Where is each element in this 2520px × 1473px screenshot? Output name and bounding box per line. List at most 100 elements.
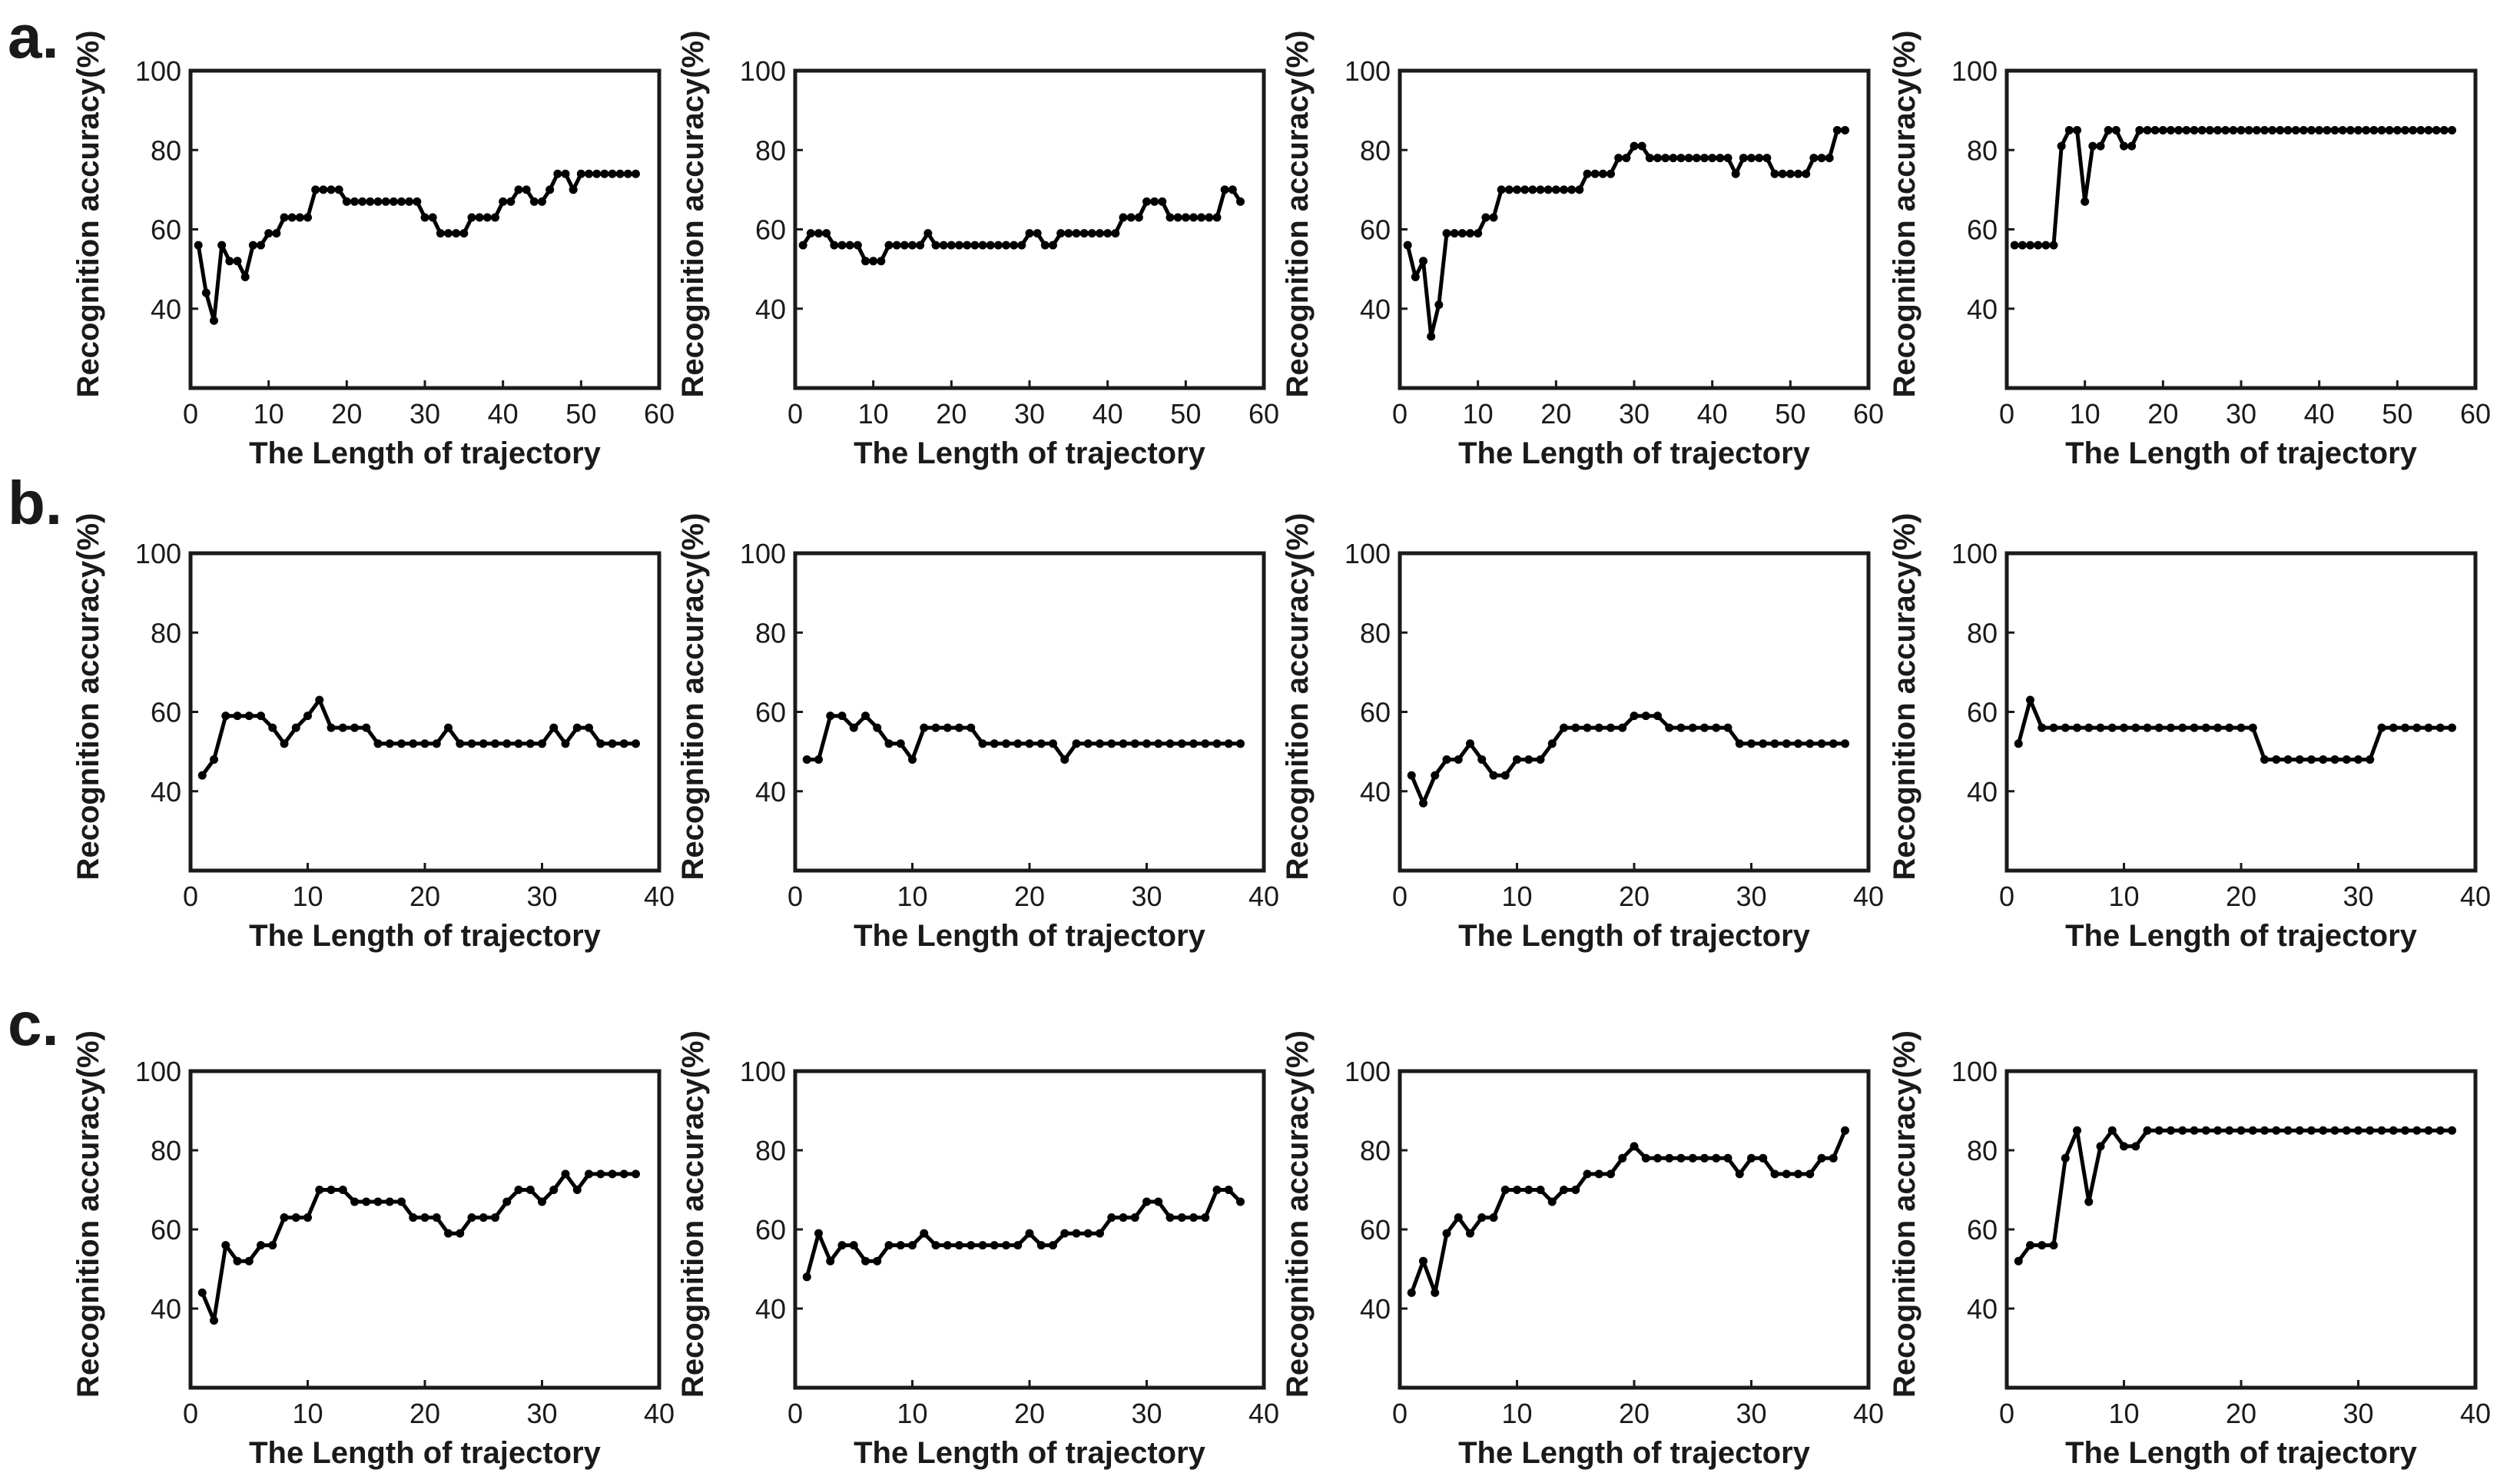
chart-b-1-data-point [479, 739, 488, 748]
chart-b-4-x-tick-label: 10 [2108, 881, 2139, 912]
chart-c-1-data-point [549, 1186, 559, 1194]
chart-b-1-data-point [420, 739, 429, 748]
chart-c-1-x-tick-label: 40 [644, 1398, 675, 1429]
chart-a-2-data-point [830, 241, 839, 250]
chart-a-1-data-point [561, 169, 570, 178]
chart-a-4-data-point [2111, 125, 2120, 134]
chart-c-2-data-point [1142, 1197, 1151, 1206]
chart-b-3-series-line [1409, 714, 1845, 805]
chart-b-3-data-point [1735, 739, 1744, 748]
chart-a-1-data-point [381, 197, 390, 206]
chart-b-1-data-point [549, 723, 559, 732]
chart-c-2-data-point [931, 1241, 940, 1250]
chart-b-3-data-point [1524, 755, 1534, 764]
chart-a-1-data-point [280, 213, 289, 222]
chart-c-3-data-point [1536, 1186, 1545, 1194]
chart-b-3-data-point [1841, 739, 1849, 748]
chart-a-3-data-point [1669, 154, 1678, 163]
chart-a-4-x-tick-label: 10 [2070, 398, 2101, 430]
chart-c-2-data-point [1130, 1213, 1139, 1223]
chart-c-4-data-point [2283, 1126, 2293, 1135]
chart-c-4-data-point [2435, 1126, 2445, 1135]
chart-b-3-data-point [1547, 739, 1557, 748]
chart-a-4-data-point [2088, 141, 2097, 151]
chart-b-4-y-axis-label: Recognition accuracy(%) [1888, 513, 1922, 881]
chart-a-1-data-point [194, 241, 203, 250]
chart-b-2-data-point [943, 723, 952, 732]
chart-c-4-data-point [2319, 1126, 2328, 1135]
chart-a-4-data-point [2190, 125, 2199, 134]
chart-a-3-data-point [1716, 154, 1725, 163]
chart-b-4: 0 10 20 30 40 40 60 80 100 The Length of trajecto… [1888, 513, 2491, 953]
chart-a-3-x-tick-label: 10 [1463, 398, 1494, 430]
chart-a-2-y-tick-label: 100 [740, 55, 786, 87]
chart-b-4-data-point [2178, 723, 2187, 732]
chart-c-2-y-tick-label: 100 [740, 1056, 786, 1087]
chart-b-2-data-point [861, 712, 870, 721]
chart-a-4-data-point [2330, 125, 2339, 134]
chart-b-4-data-point [2295, 755, 2304, 764]
chart-c-2-data-point [1096, 1229, 1104, 1238]
chart-a-3-data-point [1411, 272, 1420, 281]
chart-a-2-data-point [1173, 213, 1182, 222]
chart-b-4-x-tick-label: 20 [2226, 881, 2256, 912]
chart-a-4-data-point [2213, 125, 2222, 134]
chart-a-1-data-point [576, 169, 585, 178]
chart-a-4-data-point [2182, 125, 2191, 134]
chart-a-3-data-point [1825, 154, 1834, 163]
chart-a-1-data-point [452, 229, 461, 238]
chart-a-4-data-point [2377, 125, 2386, 134]
chart-c-3-data-point [1419, 1256, 1427, 1266]
chart-a-1-data-point [569, 185, 578, 194]
chart-b-3-data-point [1442, 755, 1451, 764]
chart-a-3-data-point [1528, 185, 1537, 194]
chart-c-4-y-axis-label: Recognition accuracy(%) [1888, 1030, 1922, 1398]
chart-b-3-y-tick-label: 100 [1345, 538, 1391, 569]
chart-c-1-data-point [327, 1186, 336, 1194]
chart-c-3-x-tick-label: 20 [1619, 1398, 1650, 1429]
chart-b-3-x-tick-label: 20 [1619, 881, 1650, 912]
chart-a-4-x-tick-label: 0 [1999, 398, 2014, 430]
chart-b-2-data-point [884, 739, 894, 748]
chart-c-4-data-point [2038, 1241, 2047, 1250]
chart-b-1-data-point [210, 755, 218, 764]
chart-c-4-data-point [2342, 1126, 2351, 1135]
chart-a-1-x-tick-label: 40 [488, 398, 519, 430]
chart-a-1-data-point [319, 185, 328, 194]
chart-a-2-data-point [900, 241, 909, 250]
chart-b-1-x-tick-label: 10 [292, 881, 323, 912]
chart-a-2-data-point [978, 241, 987, 250]
chart-c-3-data-point [1442, 1229, 1451, 1238]
chart-b-1-data-point [526, 739, 535, 748]
chart-a-3-x-tick-label: 60 [1853, 398, 1884, 430]
chart-c-3-data-point [1454, 1213, 1463, 1223]
chart-a-4-data-point [2323, 125, 2332, 134]
chart-b-2-data-point [826, 712, 835, 721]
chart-c-1-data-point [233, 1256, 242, 1266]
chart-c-4-data-point [2167, 1126, 2175, 1135]
chart-b-1-data-point [596, 739, 605, 748]
chart-c-1-data-point [397, 1197, 406, 1206]
chart-b-2-data-point [1083, 739, 1093, 748]
chart-b-4-data-point [2096, 723, 2105, 732]
chart-b-4-data-point [2272, 755, 2281, 764]
chart-c-2-data-point [1036, 1241, 1046, 1250]
chart-b-3-data-point [1700, 723, 1709, 732]
chart-b-4-data-point [2190, 723, 2199, 732]
chart-a-3-y-tick-label: 80 [1360, 134, 1391, 166]
chart-a-1-data-point [585, 169, 593, 178]
chart-b-1-data-point [197, 771, 207, 780]
chart-c-4-data-point [2295, 1126, 2304, 1135]
chart-a-2-data-point [1064, 229, 1073, 238]
chart-c-2-data-point [1060, 1229, 1069, 1238]
chart-c-4-x-tick-label: 30 [2343, 1398, 2373, 1429]
chart-a-2-data-point [1228, 185, 1237, 194]
chart-c-1-data-point [385, 1197, 394, 1206]
chart-a-1-data-point [467, 213, 476, 222]
chart-a-1-x-tick-label: 50 [565, 398, 596, 430]
chart-b-4-data-point [2412, 723, 2422, 732]
chart-a-3-data-point [1817, 154, 1826, 163]
chart-a-2-data-point [1142, 197, 1151, 206]
chart-c-3-data-point [1688, 1153, 1697, 1163]
chart-c-4-data-point [2131, 1142, 2140, 1151]
